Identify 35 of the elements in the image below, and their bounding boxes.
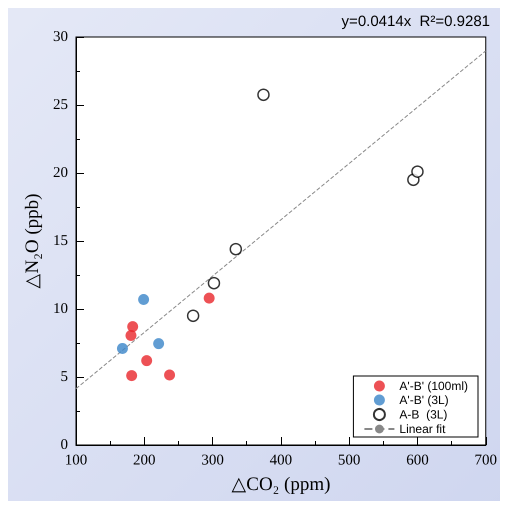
legend-label: A-B (3L): [399, 408, 448, 422]
y-tick-label: 30: [53, 29, 68, 45]
point: [126, 370, 138, 382]
legend-label: Linear fit: [399, 422, 446, 436]
y-tick-label: 10: [53, 301, 68, 317]
legend-label: A'-B' (100ml): [399, 379, 468, 393]
point: [411, 165, 424, 178]
point: [141, 355, 152, 366]
point: [186, 310, 200, 322]
x-tick-label: 500: [338, 452, 360, 468]
point: [138, 294, 150, 305]
x-tick-label: 400: [270, 452, 292, 468]
point: [230, 242, 242, 256]
x-tick-label: 600: [406, 452, 429, 468]
point: [116, 342, 128, 354]
x-tick-label: 700: [474, 452, 497, 468]
point: [257, 88, 270, 102]
y-tick-label: 20: [53, 165, 68, 181]
y-tick-label: 0: [60, 437, 68, 453]
y-tick-label: 5: [60, 369, 68, 385]
text: y=0.0414x R²=0.9281: [342, 13, 490, 30]
x-tick-label: 200: [133, 452, 156, 468]
point: [127, 321, 138, 332]
x-tick-label: 100: [64, 452, 88, 468]
y-tick-label: 25: [53, 97, 68, 113]
y-axis-title: △N₂O (ppb): [22, 194, 43, 288]
point: [153, 338, 164, 350]
point: [208, 276, 220, 290]
x-axis-title: △CO₂ (ppm): [231, 474, 330, 495]
point: [125, 330, 136, 342]
legend-label: A'-B' (3L): [399, 393, 449, 407]
y-tick-label: 15: [53, 233, 68, 249]
x-tick-label: 300: [201, 452, 224, 468]
point: [204, 292, 215, 304]
point: [164, 369, 176, 380]
